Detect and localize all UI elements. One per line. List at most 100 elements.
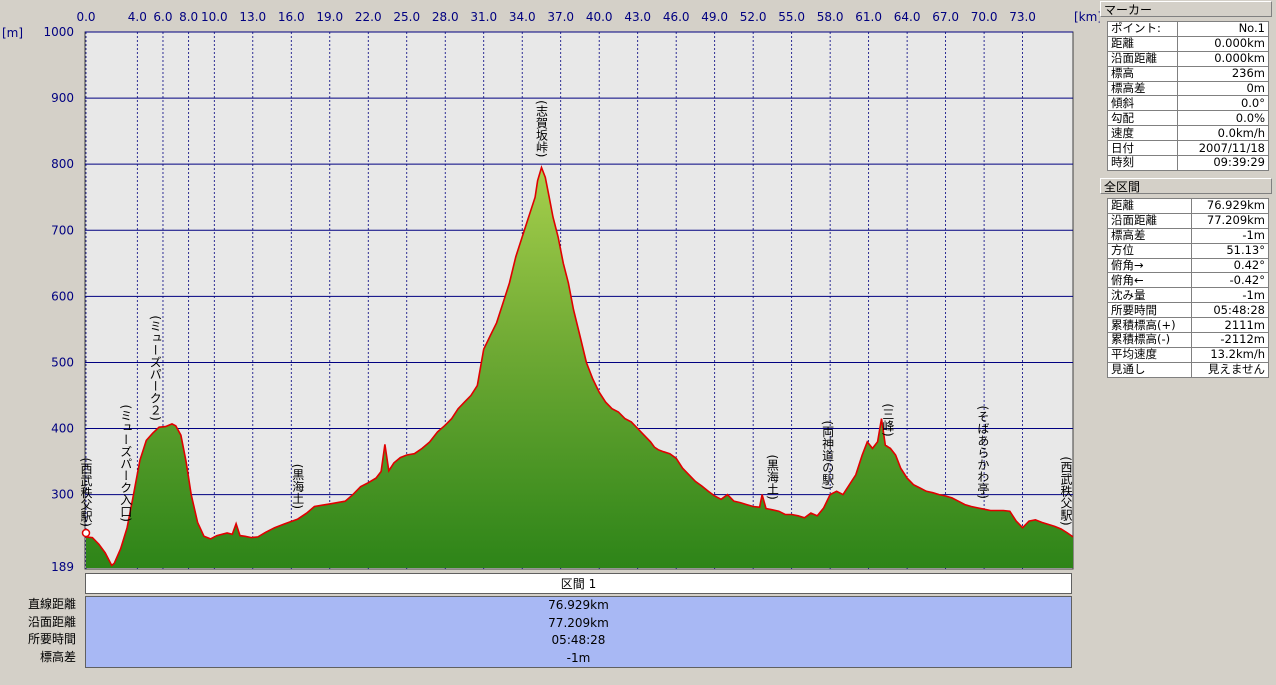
waypoint-label: (西武秩父駅) [79,458,93,527]
x-tick-label: 16.0 [278,10,305,24]
grid-lines [85,31,1073,569]
x-tick-label: 25.0 [393,10,420,24]
x-tick-label: 40.0 [586,10,613,24]
x-axis-ticks: 0.0 4.0 6.0 8.0 10.0 13.0 16.0 19.0 22.0 25.0 28.0… [76,10,1035,24]
section-value: 05:48:28 [551,633,606,647]
panel-row-value: 0.42° [1191,257,1269,274]
panel-row-label: 日付 [1106,140,1179,157]
total-panel: 距離 76.929km 沿面距離 77.209km 標高差 -1m 方位 51.13° 俯角→ 0… [1106,198,1269,378]
panel-row: 所要時間 05:48:28 [1106,302,1269,319]
x-tick-label: 58.0 [817,10,844,24]
waypoint-label: (ミューズパーク入口) [119,405,133,522]
y-unit-label: [m] [2,26,23,40]
elevation-chart: (西武秩父駅) (ミューズパーク入口) (ミューズパーク２) (黒海土) (志賀坂峠) (… [2,10,1100,572]
panel-row: 俯角← -0.42° [1106,272,1269,289]
panel-row: 沿面距離 0.000km [1106,50,1269,67]
panel-row: 方位 51.13° [1106,242,1269,259]
panel-row-label: 方位 [1106,242,1193,259]
panel-row-label: 時刻 [1106,155,1179,171]
panel-row-label: 俯角← [1106,272,1193,289]
y-tick-label: 800 [51,157,74,171]
panel-row-label: 累積標高(-) [1106,332,1193,348]
y-tick-label: 700 [51,223,74,237]
panel-row-label: 速度 [1106,125,1179,142]
x-tick-label: 43.0 [624,10,651,24]
x-tick-label: 31.0 [470,10,497,24]
panel-row: 速度 0.0km/h [1106,125,1269,142]
panel-row-label: 標高差 [1106,227,1193,244]
panel-row-value: -1m [1191,287,1269,304]
panel-row-label: 標高差 [1106,80,1179,97]
panel-row-value: 0.0% [1177,110,1269,127]
panel-row-value: 09:39:29 [1177,155,1269,171]
section-stats: 76.929km 77.209km 05:48:28 -1m [85,596,1072,668]
x-tick-label: 13.0 [239,10,266,24]
panel-row: 時刻 09:39:29 [1106,155,1269,171]
total-panel-title: 全区間 [1100,178,1272,194]
panel-row-value: 05:48:28 [1191,302,1269,319]
waypoint-label: (西武秩父駅) [1059,456,1073,525]
x-unit-label: [km] [1074,10,1100,24]
elevation-line [85,165,1074,567]
x-tick-label: 73.0 [1009,10,1036,24]
panel-row-label: 平均速度 [1106,346,1193,363]
x-tick-label: 52.0 [740,10,767,24]
panel-row: 標高差 -1m [1106,227,1269,244]
waypoint-label: (三峰) [881,403,895,436]
panel-row-value: 2111m [1191,317,1269,334]
panel-row: 沈み量 -1m [1106,287,1269,304]
panel-row-value: 13.2km/h [1191,346,1269,363]
panel-row-value: 2007/11/18 [1177,140,1269,157]
panel-row-label: 傾斜 [1106,95,1179,112]
x-tick-label: 10.0 [201,10,228,24]
panel-row: 沿面距離 77.209km [1106,212,1269,229]
section-value: -1m [566,650,591,665]
section-title[interactable]: 区間 1 [85,573,1072,594]
panel-row: ポイント: No.1 [1106,21,1269,37]
y-tick-label: 600 [51,289,74,303]
x-tick-label: 8.0 [179,10,198,24]
x-tick-label: 4.0 [128,10,147,24]
y-min-label: 189 [51,560,74,572]
panel-row: 俯角→ 0.42° [1106,257,1269,274]
section-label: 標高差 [39,649,76,664]
panel-row: 傾斜 0.0° [1106,95,1269,112]
panel-row: 日付 2007/11/18 [1106,140,1269,157]
panel-row: 標高 236m [1106,65,1269,82]
x-tick-label: 49.0 [701,10,728,24]
panel-row-value: No.1 [1177,21,1269,37]
x-tick-label: 37.0 [547,10,574,24]
waypoint-label: (黒海土) [291,464,305,509]
panel-row: 累積標高(-) -2112m [1106,332,1269,348]
waypoint-label: (両神道の駅) [821,421,835,490]
panel-row-label: 勾配 [1106,110,1179,127]
panel-row-label: 沿面距離 [1106,50,1179,67]
panel-row-value: 0m [1177,80,1269,97]
panel-row-value: 0.000km [1177,50,1269,67]
panel-row: 距離 76.929km [1106,198,1269,214]
waypoint-labels: (西武秩父駅) (ミューズパーク入口) (ミューズパーク２) (黒海土) (志賀坂峠) (… [79,100,1073,527]
panel-row-label: 沿面距離 [1106,212,1193,229]
panel-row: 標高差 0m [1106,80,1269,97]
x-tick-label: 34.0 [509,10,536,24]
x-tick-label: 6.0 [153,10,172,24]
panel-row-label: ポイント: [1106,21,1179,37]
panel-row: 累積標高(+) 2111m [1106,317,1269,334]
x-tick-label: 28.0 [432,10,459,24]
waypoint-label: (そばあらかわ亭) [976,406,990,499]
panel-row-value: -1m [1191,227,1269,244]
panel-row-label: 距離 [1106,198,1193,214]
panel-row-label: 所要時間 [1106,302,1193,319]
y-tick-label: 900 [51,91,74,105]
panel-row: 見通し 見えません [1106,361,1269,378]
x-tick-label: 67.0 [932,10,959,24]
panel-row: 平均速度 13.2km/h [1106,346,1269,363]
waypoint-label: (志賀坂峠) [534,100,548,157]
elevation-area [86,167,1073,568]
x-tick-label: 22.0 [355,10,382,24]
section-labels: 直線距離 沿面距離 所要時間 標高差 [4,596,76,666]
panel-row-label: 見通し [1106,361,1193,378]
marker-point[interactable] [81,528,91,538]
panel-row-value: 0.0° [1177,95,1269,112]
section-value: 76.929km [548,598,609,612]
